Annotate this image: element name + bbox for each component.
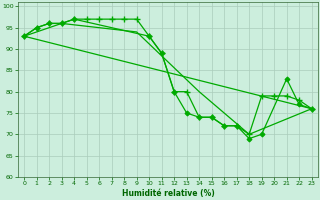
X-axis label: Humidité relative (%): Humidité relative (%) bbox=[122, 189, 214, 198]
